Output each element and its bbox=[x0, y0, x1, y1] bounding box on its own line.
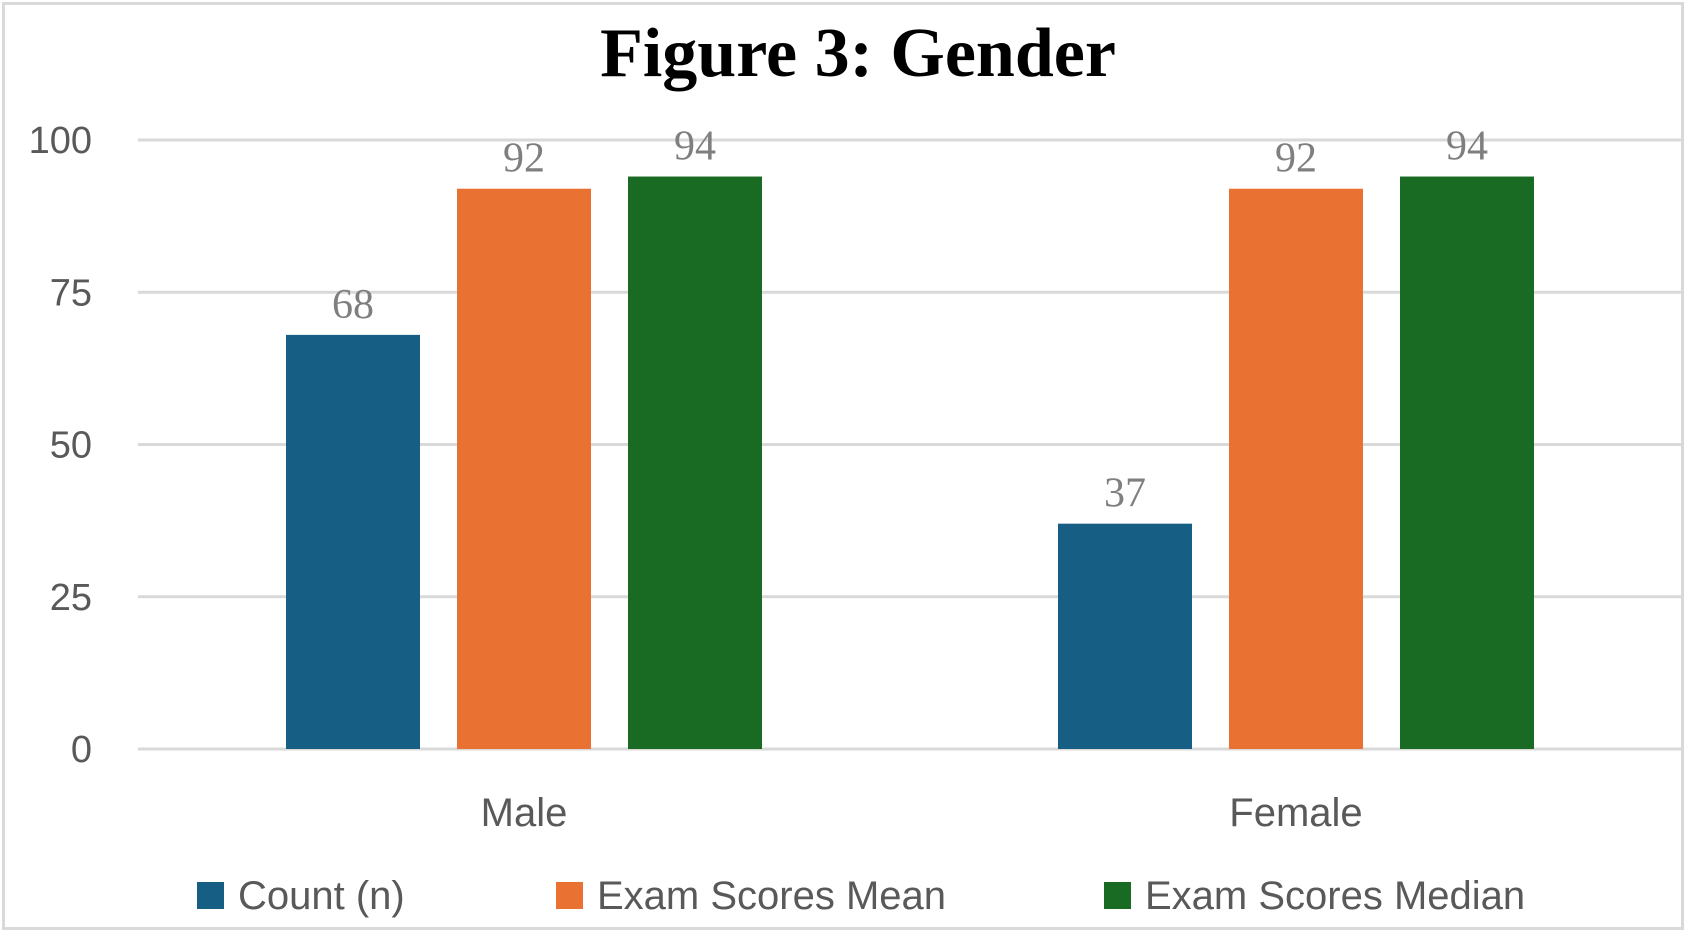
bar-female-1 bbox=[1058, 523, 1192, 749]
y-tick-label: 25 bbox=[50, 577, 92, 619]
legend-item: Count (n) bbox=[197, 874, 405, 918]
bar-female-2 bbox=[1229, 188, 1363, 750]
legend: Count (n) Exam Scores Mean Exam Scores Med… bbox=[197, 874, 1525, 918]
data-label: 92 bbox=[1275, 136, 1317, 182]
data-label: 94 bbox=[1446, 124, 1488, 170]
y-tick-label: 0 bbox=[71, 729, 92, 771]
legend-label: Exam Scores Median bbox=[1145, 874, 1525, 918]
category-label-male: Male bbox=[481, 791, 568, 835]
data-label: 68 bbox=[332, 282, 374, 328]
legend-item: Exam Scores Mean bbox=[556, 874, 946, 918]
data-label: 94 bbox=[674, 124, 716, 170]
data-label: 92 bbox=[503, 136, 545, 182]
x-axis-categories: Male Female bbox=[481, 791, 1363, 835]
y-tick-label: 50 bbox=[50, 425, 92, 467]
data-label: 37 bbox=[1104, 471, 1146, 517]
y-axis-ticks: 0 25 50 75 100 bbox=[29, 120, 92, 771]
legend-swatch bbox=[1104, 882, 1131, 909]
y-tick-label: 100 bbox=[29, 120, 92, 162]
legend-item: Exam Scores Median bbox=[1104, 874, 1525, 918]
bar-male-3 bbox=[628, 176, 762, 750]
legend-label: Exam Scores Mean bbox=[597, 874, 946, 918]
legend-label: Count (n) bbox=[238, 874, 405, 918]
category-label-female: Female bbox=[1229, 791, 1362, 835]
bar-male-2 bbox=[457, 188, 591, 750]
bar-female-3 bbox=[1400, 176, 1534, 750]
bars bbox=[286, 176, 1534, 750]
data-labels: 68 92 94 37 92 94 bbox=[332, 124, 1488, 517]
chart-title: Figure 3: Gender bbox=[600, 15, 1116, 92]
legend-swatch bbox=[556, 882, 583, 909]
bar-male-1 bbox=[286, 334, 420, 749]
legend-swatch bbox=[197, 882, 224, 909]
y-tick-label: 75 bbox=[50, 272, 92, 314]
